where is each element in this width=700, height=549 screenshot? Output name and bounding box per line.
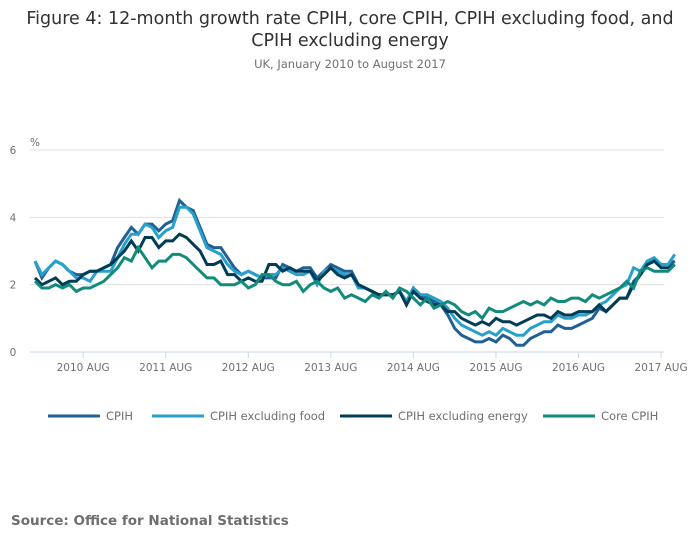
gridlines — [30, 149, 664, 353]
legend-label: CPIH excluding food — [210, 409, 325, 423]
chart-title-line2: CPIH excluding energy — [251, 31, 449, 51]
x-tick-label: 2015 AUG — [469, 362, 522, 374]
series-lines — [33, 197, 677, 347]
y-tick-label: 2 — [10, 280, 17, 292]
x-tick-label: 2012 AUG — [222, 362, 275, 374]
series-line-core-cpih[interactable] — [33, 244, 676, 321]
series-line-cpih[interactable] — [33, 197, 676, 347]
y-tick-label: 6 — [10, 145, 17, 157]
x-tick-label: 2016 AUG — [552, 362, 605, 374]
legend-label: Core CPIH — [601, 409, 658, 423]
x-tick-label: 2010 AUG — [57, 362, 110, 374]
legend-item[interactable]: CPIH excluding food — [152, 409, 325, 423]
y-tick-label: 4 — [10, 212, 17, 224]
y-axis-unit-label: % — [30, 137, 40, 149]
chart-title-line1: Figure 4: 12-month growth rate CPIH, cor… — [26, 9, 674, 29]
x-tick-label: 2013 AUG — [304, 362, 357, 374]
x-tick-label: 2014 AUG — [387, 362, 440, 374]
x-tick-label: 2011 AUG — [139, 362, 192, 374]
series-line-cpih-excluding-energy[interactable] — [33, 232, 676, 327]
legend-item[interactable]: CPIH excluding energy — [340, 409, 528, 423]
chart-subtitle: UK, January 2010 to August 2017 — [254, 57, 446, 71]
legend-label: CPIH — [106, 409, 133, 423]
legend-item[interactable]: CPIH — [48, 409, 133, 423]
legend-label: CPIH excluding energy — [398, 409, 528, 423]
y-tick-label: 0 — [10, 347, 17, 359]
y-axis: % 0 2 4 6 — [10, 137, 40, 359]
legend-item[interactable]: Core CPIH — [543, 409, 658, 423]
x-tick-label: 2017 AUG — [635, 362, 688, 374]
x-axis: 2010 AUG 2011 AUG 2012 AUG 2013 AUG 2014 AUG… — [57, 352, 688, 374]
legend: CPIH CPIH excluding food CPIH excluding en… — [48, 409, 658, 423]
chart-title: Figure 4: 12-month growth rate CPIH, cor… — [0, 8, 700, 52]
source-note: Source: Office for National Statistics — [11, 513, 289, 529]
